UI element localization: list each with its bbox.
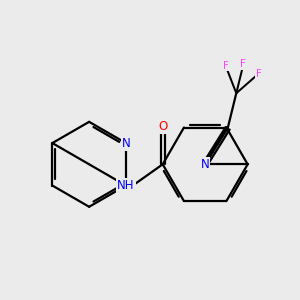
Text: NH: NH [117,179,135,192]
Text: S: S [202,158,209,171]
Text: F: F [240,59,246,69]
Text: O: O [158,120,167,133]
Text: N: N [201,158,209,171]
Text: F: F [223,61,229,70]
Text: F: F [256,69,262,79]
Text: N: N [122,136,130,150]
